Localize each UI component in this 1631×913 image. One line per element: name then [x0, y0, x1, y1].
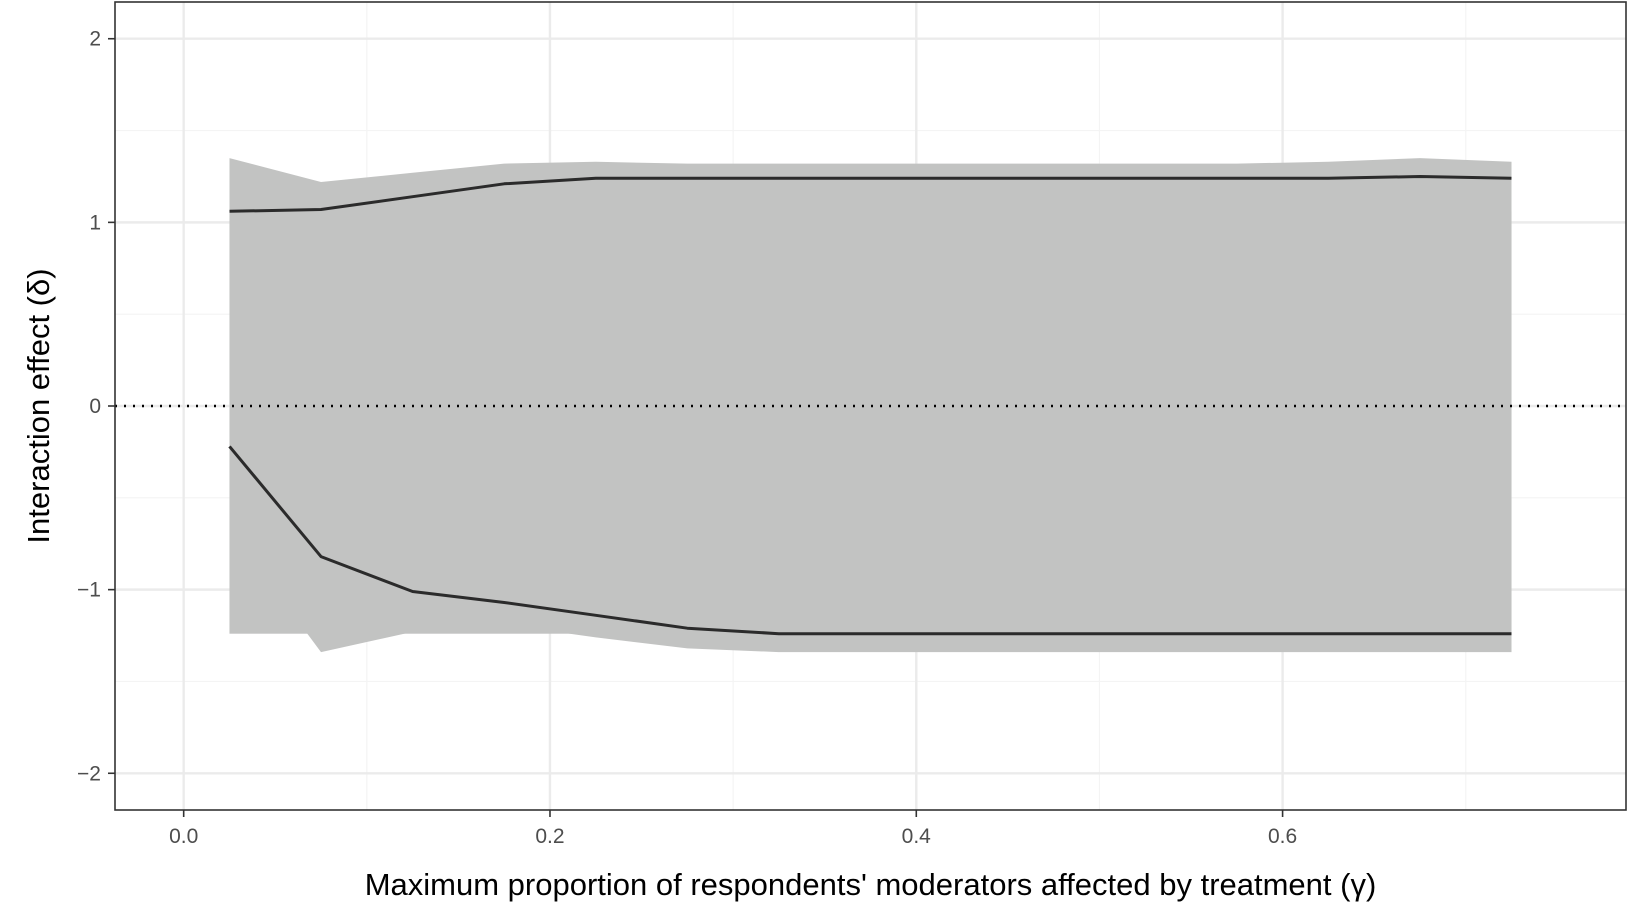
upper-confidence-band [229, 158, 1512, 212]
series-line-layer [228, 175, 1512, 636]
x-tick-label: 0.4 [902, 825, 932, 848]
y-axis-title: Interaction effect (δ) [21, 268, 56, 543]
x-tick-label: 0.2 [535, 825, 564, 848]
y-tick-label: −2 [77, 762, 101, 785]
y-tick-label: 0 [89, 395, 101, 418]
x-tick-label: 0.0 [169, 825, 198, 848]
x-axis-title: Maximum proportion of respondents' moder… [365, 867, 1377, 902]
x-tick-label: 0.6 [1268, 825, 1297, 848]
lower-bound-line [228, 445, 1512, 636]
y-tick-label: 2 [89, 28, 101, 51]
y-tick-label: 1 [89, 211, 101, 234]
axis-layer: 0.0 0.2 0.4 0.6 −2 −1 0 1 2 [77, 28, 1297, 848]
y-tick-label: −1 [77, 579, 101, 602]
band-between-fill [229, 176, 1512, 634]
upper-bound-line [229, 175, 1512, 213]
confidence-band-layer [229, 158, 1512, 653]
